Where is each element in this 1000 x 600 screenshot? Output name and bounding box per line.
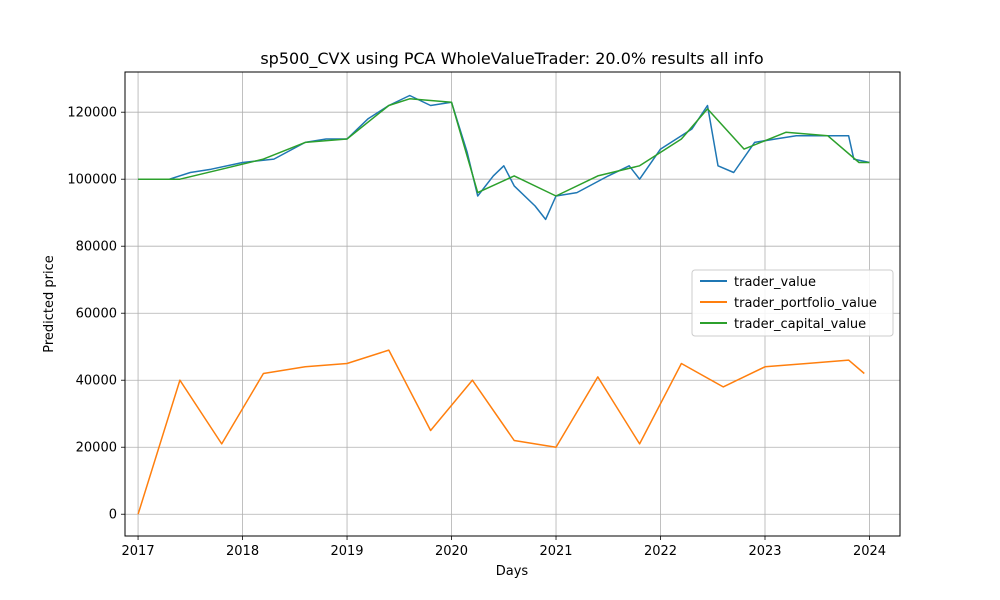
y-tick-label: 40000 [76, 374, 117, 389]
series-layer [137, 94, 870, 515]
legend-box [691, 269, 894, 337]
x-tick-label: 2023 [748, 544, 781, 559]
x-tick-label: 2024 [853, 544, 886, 559]
y-tick-label: 60000 [76, 307, 117, 322]
x-tick-label: 2017 [122, 544, 155, 559]
series-line-trader-capital-value [138, 98, 870, 197]
x-tick-label: 2019 [330, 544, 363, 559]
plot-frame [124, 71, 901, 537]
series-line-trader-portfolio-value [137, 349, 865, 515]
y-axis-label: Predicted price [42, 255, 57, 353]
legend: trader_value trader_portfolio_valuetrader… [691, 269, 894, 337]
y-tick-label: 100000 [67, 173, 117, 188]
y-axis-ticks: 0 20000 40000 60000 80000 100000 120000 [67, 106, 125, 523]
y-tick-label: 120000 [67, 106, 117, 121]
x-axis-label: Days [496, 564, 529, 579]
y-tick-label: 0 [109, 508, 117, 523]
x-tick-label: 2020 [435, 544, 468, 559]
legend-label: trader_capital_value [734, 317, 866, 332]
y-tick-label: 20000 [76, 441, 117, 456]
chart-title: sp500_CVX using PCA WholeValueTrader: 20… [260, 49, 763, 69]
grid-lines [125, 72, 900, 536]
x-tick-label: 2018 [226, 544, 259, 559]
x-tick-label: 2022 [644, 544, 677, 559]
legend-label: trader_portfolio_value [734, 296, 877, 311]
y-tick-label: 80000 [76, 240, 117, 255]
x-axis-ticks: 2017 2018 2019 2020 2021 2022 2023 2024 [122, 536, 886, 559]
x-tick-label: 2021 [539, 544, 572, 559]
legend-label: trader_value [734, 275, 816, 290]
